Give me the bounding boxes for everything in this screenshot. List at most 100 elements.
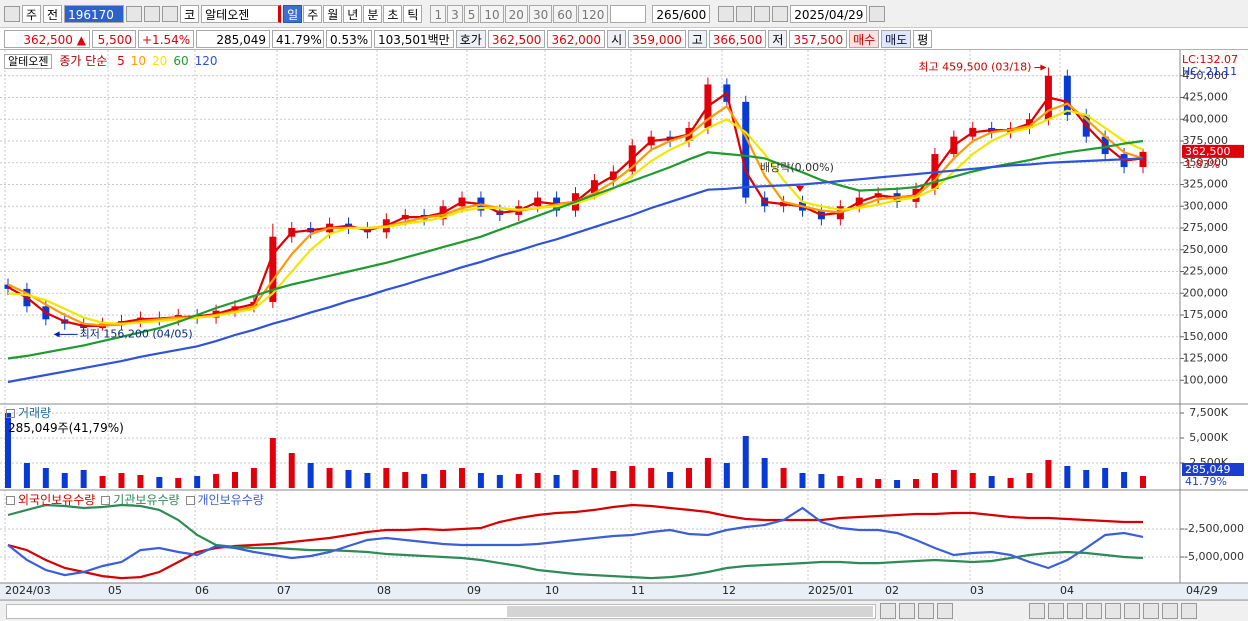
legend-label: 기관보유수량	[113, 493, 180, 507]
last-volume-box	[1182, 463, 1244, 476]
volume-bar	[118, 473, 125, 488]
ma-legend: 120	[194, 54, 218, 68]
volume-bar	[950, 470, 957, 488]
search-icon[interactable]	[144, 5, 161, 22]
annotation-arrowhead	[1040, 64, 1047, 71]
x-axis-strip	[0, 583, 1248, 599]
interval-button[interactable]: 년	[343, 4, 363, 23]
y-tick-label: 7,500K	[1189, 406, 1228, 419]
ask: 362,500	[487, 29, 546, 48]
zoom-icon[interactable]	[1086, 603, 1102, 619]
footer-icons	[880, 603, 1197, 619]
volume-bar	[591, 468, 598, 488]
exchange-label: 코	[180, 4, 200, 23]
volume-title: 거래량	[6, 404, 51, 421]
volume-bar	[402, 472, 409, 488]
menu-icon[interactable]	[4, 5, 20, 22]
interval-button[interactable]: 월	[323, 4, 343, 23]
bid-ask-label: 호가	[455, 29, 486, 48]
number-button[interactable]: 5	[463, 4, 480, 23]
x-tick-label: 08	[377, 584, 391, 597]
volume-bar	[288, 453, 295, 488]
nav-icon[interactable]	[899, 603, 915, 619]
buy-button[interactable]: 매수	[849, 29, 880, 48]
blank-select[interactable]	[610, 4, 647, 23]
zoom-icon[interactable]	[1143, 603, 1159, 619]
zoom-icon[interactable]	[1105, 603, 1121, 619]
interval-button[interactable]: 일	[283, 4, 303, 23]
volume-bar	[421, 474, 428, 488]
volume-bar	[667, 472, 674, 488]
y-tick-label: 400,000	[1183, 112, 1229, 125]
volume-bar	[761, 458, 768, 488]
volume-bar	[1140, 476, 1146, 488]
zoom-icon[interactable]	[1124, 603, 1140, 619]
volume-bar	[723, 463, 730, 488]
number-button[interactable]: 30	[528, 4, 553, 23]
number-button[interactable]: 1	[430, 4, 447, 23]
high-annotation: 최고 459,500 (03/18)	[918, 60, 1031, 73]
zoom-icon[interactable]	[1162, 603, 1178, 619]
market-select[interactable]: 주	[22, 4, 42, 23]
low: 357,500	[789, 29, 848, 48]
legend-label: 외국인보유수량	[18, 493, 96, 507]
zoom-icon[interactable]	[1029, 603, 1045, 619]
volume-bar	[856, 478, 863, 488]
bid: 362,000	[547, 29, 606, 48]
volume-bar	[875, 479, 882, 488]
volume-bar	[553, 475, 560, 488]
zoom-icon[interactable]	[1181, 603, 1197, 619]
volume-bar	[250, 468, 257, 488]
candle-body	[1063, 75, 1071, 115]
nav-icon[interactable]	[918, 603, 934, 619]
open-label: 시	[607, 29, 627, 48]
dropdown-icon[interactable]	[126, 5, 143, 22]
tool-icon[interactable]	[736, 5, 753, 22]
y-tick-label: 275,000	[1183, 221, 1229, 234]
sell-button[interactable]: 매도	[881, 29, 912, 48]
interval-button[interactable]: 분	[363, 4, 383, 23]
interval-button[interactable]: 주	[303, 4, 323, 23]
zoom-icon[interactable]	[1048, 603, 1064, 619]
interval-button[interactable]: 틱	[403, 4, 423, 23]
code-input[interactable]: 196170	[64, 4, 125, 23]
count[interactable]: 265/600	[652, 4, 711, 23]
low-label: 저	[768, 29, 788, 48]
y-tick-label: 350,000	[1183, 156, 1229, 169]
scroll-thumb[interactable]	[507, 606, 873, 617]
calendar-icon[interactable]	[869, 5, 886, 22]
tool-icon[interactable]	[718, 5, 735, 22]
y-tick-label: 300,000	[1183, 199, 1229, 212]
hc-label: HC:-21.11	[1182, 65, 1237, 78]
x-tick-label: 05	[108, 584, 122, 597]
date-input[interactable]: 2025/04/29	[790, 4, 868, 23]
number-button[interactable]: 60	[553, 4, 577, 23]
number-button[interactable]: 20	[504, 4, 528, 23]
holding-line	[7, 506, 1144, 577]
open: 359,000	[628, 29, 686, 48]
volume-bar	[307, 463, 314, 488]
number-button[interactable]: 3	[447, 4, 463, 23]
settings-icon[interactable]	[772, 5, 789, 22]
legend-swatch	[185, 496, 195, 505]
scrollbar[interactable]	[6, 604, 876, 619]
price: 362,500 ▲	[4, 29, 90, 48]
view-select[interactable]: 전	[43, 4, 63, 23]
sound-icon[interactable]	[162, 5, 179, 22]
zoom-icon[interactable]	[1067, 603, 1083, 619]
volume-bar	[156, 477, 163, 488]
number-button[interactable]: 120	[577, 4, 609, 23]
nav-icon[interactable]	[880, 603, 896, 619]
nav-icon[interactable]	[937, 603, 953, 619]
annotation-arrowhead	[53, 331, 60, 338]
stock-name[interactable]: 알테오젠	[201, 4, 282, 23]
volume-bar	[931, 473, 938, 488]
volume-bar	[99, 476, 106, 488]
number-button[interactable]: 10	[480, 4, 504, 23]
avg-button[interactable]: 평	[913, 29, 933, 48]
save-icon[interactable]	[754, 5, 771, 22]
candle-body	[269, 236, 277, 302]
legend-entry: 개인보유수량	[185, 493, 264, 507]
interval-button[interactable]: 초	[383, 4, 403, 23]
